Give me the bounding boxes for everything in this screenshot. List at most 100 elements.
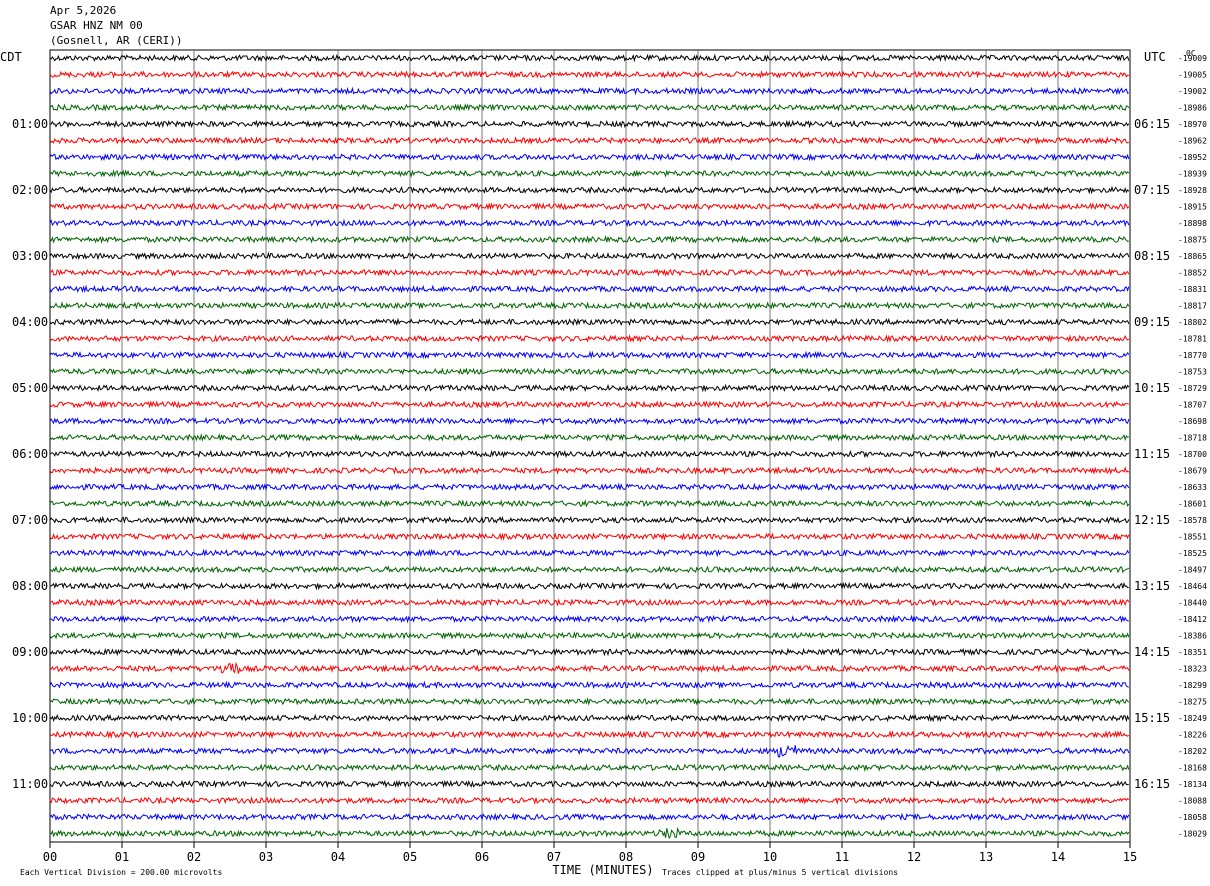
x-tick-label: 12	[907, 850, 921, 864]
row-offset-label: -18898	[1178, 219, 1207, 228]
trace-row	[49, 697, 1130, 706]
x-tick-label: 03	[259, 850, 273, 864]
row-offset-label: -18440	[1178, 599, 1207, 608]
trace-row	[49, 69, 1130, 79]
row-offset-label: -18134	[1178, 780, 1207, 789]
row-offset-label: -19005	[1178, 71, 1207, 80]
row-offset-label: -19009	[1178, 54, 1207, 63]
left-hour-label: 09:00	[12, 645, 48, 659]
row-offset-label: -18928	[1178, 186, 1207, 195]
left-hour-label: 11:00	[12, 777, 48, 791]
right-hour-label: 14:15	[1134, 645, 1170, 659]
row-offset-label: -18679	[1178, 467, 1207, 476]
trace-row	[49, 185, 1130, 195]
trace-row	[49, 565, 1130, 574]
right-hour-label: 10:15	[1134, 381, 1170, 395]
right-hour-label: 09:15	[1134, 315, 1170, 329]
right-hour-label: 08:15	[1134, 249, 1170, 263]
row-offset-label: -18817	[1178, 302, 1207, 311]
row-offset-label: -18275	[1178, 698, 1207, 707]
right-hour-label: 16:15	[1134, 777, 1170, 791]
row-offset-label: -18497	[1178, 566, 1207, 575]
trace-row	[50, 614, 1129, 624]
x-axis-label: TIME (MINUTES)	[552, 863, 653, 877]
scale-note: Each Vertical Division = 200.00 microvol…	[20, 868, 222, 877]
row-offset-label: -19002	[1178, 87, 1207, 96]
row-offset-label: -18753	[1178, 368, 1207, 377]
trace-row	[49, 135, 1130, 145]
row-offset-label: -18351	[1178, 648, 1207, 657]
x-tick-label: 09	[691, 850, 705, 864]
row-offset-label: -18831	[1178, 285, 1207, 294]
trace-row	[49, 53, 1130, 63]
trace-row	[49, 499, 1130, 508]
trace-row	[49, 350, 1130, 360]
right-hour-label: 07:15	[1134, 183, 1170, 197]
row-offset-label: -18939	[1178, 170, 1207, 179]
row-offset-label: -18875	[1178, 236, 1207, 245]
trace-row	[49, 631, 1130, 640]
row-offset-label: -18970	[1178, 120, 1207, 129]
trace-row	[49, 515, 1130, 525]
trace-row	[49, 796, 1130, 806]
trace-row	[49, 713, 1130, 723]
trace-row	[49, 334, 1130, 344]
x-tick-label: 02	[187, 850, 201, 864]
right-hour-label: 11:15	[1134, 447, 1170, 461]
trace-row	[49, 317, 1130, 327]
row-offset-label: -18986	[1178, 104, 1207, 113]
header-date: Apr 5,2026	[50, 4, 117, 17]
header-station: GSAR HNZ NM 00	[50, 19, 143, 32]
header-location: (Gosnell, AR (CERI))	[50, 34, 183, 47]
row-offset-label: -18633	[1178, 483, 1207, 492]
right-timezone-label: UTC	[1144, 50, 1166, 64]
x-tick-label: 15	[1123, 850, 1137, 864]
row-offset-label: -18058	[1178, 813, 1207, 822]
row-offset-label: -18781	[1178, 335, 1207, 344]
row-offset-label: -18952	[1178, 153, 1207, 162]
x-tick-label: 08	[619, 850, 633, 864]
row-offset-label: -18551	[1178, 533, 1207, 542]
row-offset-label: -18412	[1178, 615, 1207, 624]
row-offset-label: -18802	[1178, 318, 1207, 327]
trace-row	[49, 433, 1129, 442]
right-hour-label: 15:15	[1134, 711, 1170, 725]
trace-row	[49, 383, 1130, 393]
x-tick-label: 06	[475, 850, 489, 864]
x-tick-label: 11	[835, 850, 849, 864]
row-offset-label: -18707	[1178, 401, 1207, 410]
trace-row	[49, 826, 1130, 840]
trace-row	[49, 581, 1129, 591]
trace-row	[49, 744, 1130, 758]
trace-group	[49, 53, 1130, 840]
row-offset-label: -18915	[1178, 203, 1207, 212]
row-offset-label: -18770	[1178, 351, 1207, 360]
right-hour-label: 13:15	[1134, 579, 1170, 593]
row-offset-label: -18029	[1178, 830, 1207, 839]
trace-row	[49, 730, 1130, 740]
plot-frame	[49, 49, 1131, 843]
trace-row	[49, 367, 1130, 376]
row-offset-label: -18464	[1178, 582, 1207, 591]
row-offset-label: -18852	[1178, 269, 1207, 278]
row-offset-label: -18525	[1178, 549, 1207, 558]
left-hour-label: 01:00	[12, 117, 48, 131]
x-tick-label: 10	[763, 850, 777, 864]
row-offset-label: -18865	[1178, 252, 1207, 261]
trace-row	[49, 400, 1129, 409]
left-hour-label: 10:00	[12, 711, 48, 725]
trace-row	[49, 449, 1130, 459]
left-hour-label: 08:00	[12, 579, 48, 593]
trace-row	[49, 218, 1130, 228]
row-offset-label: -18578	[1178, 516, 1207, 525]
clip-note: Traces clipped at plus/minus 5 vertical …	[662, 868, 898, 877]
trace-row	[49, 466, 1130, 475]
corner-label: 0C	[1186, 49, 1196, 58]
row-offset-label: -18088	[1178, 797, 1207, 806]
right-hour-label: 12:15	[1134, 513, 1170, 527]
row-offset-label: -18601	[1178, 500, 1207, 509]
row-offset-label: -18386	[1178, 632, 1207, 641]
trace-row	[49, 763, 1130, 773]
row-offset-label: -18202	[1178, 747, 1207, 756]
